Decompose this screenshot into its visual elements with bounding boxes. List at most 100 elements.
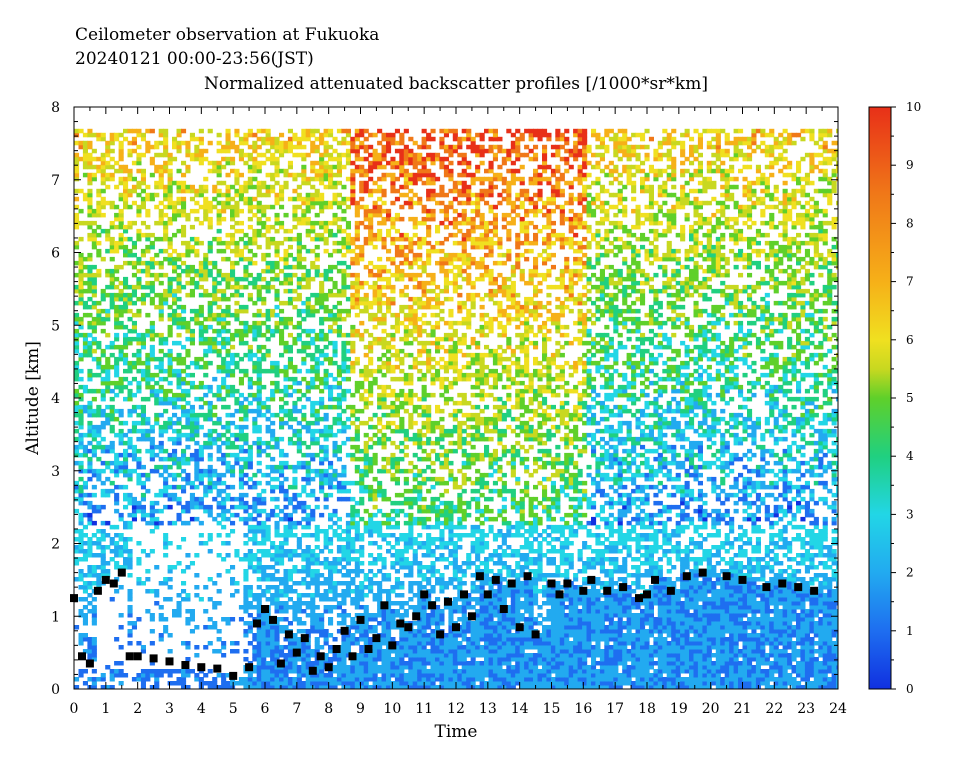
cloud-base-marker: [666, 586, 675, 595]
cloud-base-marker: [515, 623, 524, 632]
cloud-base-marker: [229, 671, 238, 680]
colorbar-tick-label: 5: [906, 391, 914, 405]
cloud-base-marker: [308, 666, 317, 675]
cloud-base-marker: [444, 597, 452, 606]
y-tick-label: 4: [51, 391, 60, 407]
x-tick-label: 1: [101, 701, 110, 717]
cloud-base-marker: [563, 579, 572, 588]
cloud-base-marker: [682, 572, 691, 581]
x-tick-label: 3: [165, 701, 174, 717]
cloud-base-marker: [794, 583, 803, 592]
cloud-base-marker: [149, 654, 158, 663]
cloud-base-marker: [436, 630, 445, 639]
x-tick-label: 5: [229, 701, 238, 717]
cloud-base-marker: [475, 572, 484, 581]
x-tick-label: 19: [670, 701, 688, 717]
x-tick-label: 13: [479, 701, 497, 717]
colorbar-tick-label: 6: [906, 333, 914, 347]
cloud-base-marker: [197, 663, 206, 672]
y-axis-label: Altitude [km]: [23, 341, 43, 456]
cloud-base-marker: [762, 583, 771, 592]
cloud-base-marker: [388, 641, 397, 650]
cloud-base-marker: [261, 605, 269, 613]
cloud-base-marker: [340, 626, 349, 635]
cloud-base-marker: [523, 572, 532, 581]
y-axis: 0 1 2 3 4 5 6 7 8: [51, 100, 838, 698]
colorbar-scale: 0 1 2 3 4 5 6 7 8 9 10: [891, 100, 921, 696]
cloud-base-marker: [125, 652, 134, 661]
cloud-base-marker: [483, 590, 492, 599]
cloud-base-marker: [420, 590, 429, 599]
x-axis-label: Time: [435, 722, 478, 742]
y-tick-label: 1: [51, 609, 60, 625]
colorbar-tick-label: 8: [906, 216, 914, 230]
x-tick-label: 24: [829, 701, 847, 717]
x-tick-label: 17: [606, 701, 624, 717]
cloud-base-marker: [269, 615, 277, 624]
cloud-base-marker: [332, 645, 341, 653]
x-tick-label: 10: [383, 701, 401, 717]
cloud-base-marker: [499, 605, 508, 613]
colorbar-tick-label: 10: [906, 100, 921, 114]
y-tick-label: 5: [51, 318, 60, 334]
y-tick-label: 6: [51, 246, 60, 262]
cloud-base-marker: [181, 661, 190, 669]
x-tick-label: 0: [70, 701, 79, 717]
cloud-base-marker: [555, 590, 564, 599]
cloud-base-marker: [778, 579, 787, 588]
cloud-base-marker: [300, 634, 309, 643]
cloud-base-marker: [396, 619, 405, 628]
colorbar-tick-label: 7: [906, 275, 914, 289]
cloud-base-marker: [603, 586, 612, 595]
cloud-base-marker: [635, 594, 643, 603]
x-tick-label: 9: [356, 701, 365, 717]
cloud-base-marker: [78, 652, 86, 661]
colorbar-tick-label: 9: [906, 158, 914, 172]
y-tick-label: 7: [51, 173, 60, 189]
cloud-base-marker: [284, 630, 293, 639]
cloud-base-marker: [404, 623, 413, 632]
cloud-base-marker: [165, 657, 174, 666]
x-tick-label: 7: [292, 701, 301, 717]
colorbar-tick-label: 1: [906, 624, 914, 638]
x-tick-label: 20: [702, 701, 720, 717]
cloud-base-marker: [467, 612, 476, 621]
cloud-base-marker: [348, 652, 357, 661]
cloud-base-marker: [101, 575, 110, 584]
cloud-base-marker: [253, 619, 261, 628]
y-tick-label: 3: [51, 464, 60, 480]
x-tick-label: 18: [638, 701, 656, 717]
colorbar-tick-label: 0: [906, 682, 914, 696]
cloud-base-marker: [507, 579, 516, 588]
cloud-base-marker: [491, 575, 500, 584]
y-tick-label: 0: [51, 682, 60, 698]
cloud-base-marker: [579, 586, 588, 595]
x-tick-label: 8: [324, 701, 333, 717]
x-tick-label: 6: [261, 701, 270, 717]
cloud-base-marker: [531, 630, 540, 639]
cloud-base-marker: [245, 663, 254, 672]
cloud-base-marker: [85, 659, 94, 668]
cloud-base-marker: [547, 579, 556, 588]
figure-title-line2: 20240121 00:00-23:56(JST): [75, 49, 314, 69]
cloud-base-marker: [810, 586, 819, 595]
cloud-base-marker: [109, 579, 118, 588]
x-tick-label: 11: [415, 701, 433, 717]
colorbar-tick-label: 2: [906, 566, 914, 580]
cloud-base-markers: [70, 568, 819, 680]
cloud-base-marker: [452, 623, 460, 632]
x-tick-label: 22: [765, 701, 783, 717]
cloud-base-marker: [372, 634, 381, 643]
cloud-base-marker: [722, 572, 731, 581]
cloud-base-marker: [356, 615, 365, 624]
x-tick-label: 15: [543, 701, 561, 717]
cloud-base-marker: [643, 590, 651, 599]
cloud-base-marker: [292, 648, 301, 657]
x-tick-label: 21: [734, 701, 752, 717]
cloud-base-marker: [651, 575, 659, 584]
y-tick-label: 2: [51, 537, 60, 553]
x-tick-label: 14: [511, 701, 529, 717]
cloud-base-marker: [380, 601, 389, 610]
cloud-base-marker: [93, 586, 102, 595]
